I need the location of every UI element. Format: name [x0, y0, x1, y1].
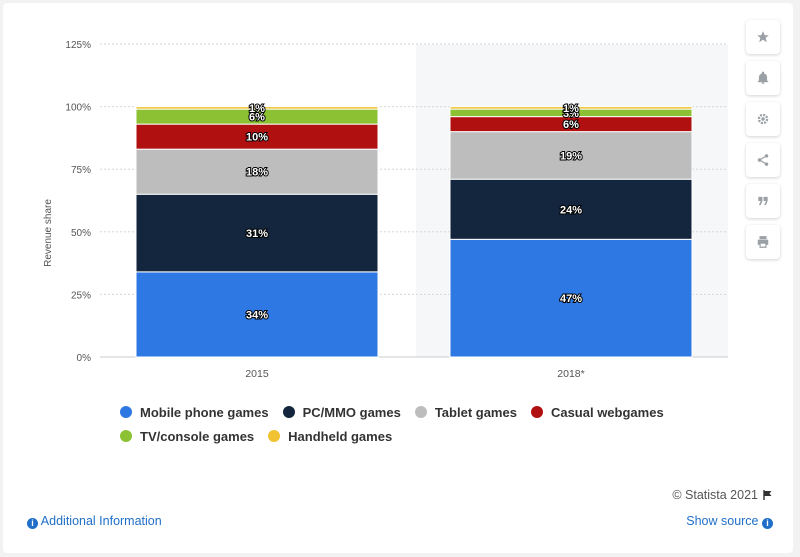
share-button[interactable] — [746, 143, 780, 177]
legend-swatch — [414, 406, 427, 418]
bell-icon — [757, 71, 769, 84]
data-label: 34% — [246, 309, 268, 321]
data-label: 47% — [560, 293, 582, 305]
bar-segment[interactable] — [449, 178, 693, 240]
legend-item[interactable]: Handheld games — [268, 428, 392, 444]
y-tick-label: 100% — [65, 103, 91, 114]
legend-item[interactable]: Tablet games — [414, 404, 517, 420]
bar-segment[interactable] — [135, 106, 379, 110]
y-axis-title: Revenue share — [43, 199, 54, 267]
show-source-label: Show source — [686, 514, 759, 528]
toolbar — [746, 20, 780, 266]
legend-item[interactable]: TV/console games — [120, 428, 254, 444]
legend-label: Tablet games — [434, 404, 517, 420]
legend-swatch — [120, 430, 132, 442]
data-label: 6% — [563, 119, 579, 131]
legend-label: Casual webgames — [550, 404, 664, 420]
additional-information-link[interactable]: i Additional Information — [27, 514, 162, 529]
legend-swatch — [120, 406, 132, 418]
share-icon — [757, 154, 769, 166]
legend-swatch — [268, 430, 281, 442]
cite-button[interactable] — [746, 184, 780, 218]
legend-item[interactable]: PC/MMO games — [282, 404, 401, 420]
data-label: 3% — [563, 108, 579, 120]
legend-item[interactable]: Casual webgames — [530, 404, 664, 420]
star-icon — [757, 31, 769, 43]
data-label: 1% — [563, 103, 579, 115]
data-label: 19% — [560, 150, 582, 162]
info-icon: i — [27, 518, 38, 529]
gear-icon — [757, 113, 769, 125]
stacked-bar-chart: 0%25%50%75%100%125% 34%31%18%10%6%1%2015… — [43, 40, 728, 380]
x-tick-label: 2015 — [245, 368, 269, 380]
flag-icon — [763, 490, 772, 500]
legend-label: TV/console games — [140, 428, 255, 444]
y-tick-label: 25% — [71, 290, 91, 301]
data-label: 18% — [246, 167, 268, 179]
legend-label: Handheld games — [288, 428, 393, 444]
y-tick-label: 0% — [77, 353, 92, 364]
legend-swatch — [282, 406, 295, 418]
y-tick-label: 50% — [71, 228, 91, 239]
print-button[interactable] — [746, 225, 780, 259]
x-tick-label: 2018* — [557, 368, 584, 380]
show-source-link[interactable]: Show source i — [686, 514, 773, 529]
credit-text: © Statista 2021 — [672, 488, 758, 502]
statista-credit[interactable]: © Statista 2021 — [672, 488, 773, 502]
favorite-button[interactable] — [746, 20, 780, 54]
data-label: 10% — [246, 132, 268, 144]
bar-segment[interactable] — [449, 106, 693, 110]
legend: Mobile phone games PC/MMO games Tablet gam… — [120, 404, 680, 452]
data-label: 1% — [249, 103, 265, 115]
bar-segment[interactable] — [135, 123, 379, 150]
legend-item[interactable]: Mobile phone games — [120, 404, 269, 420]
notification-button[interactable] — [746, 61, 780, 95]
bar-segment[interactable] — [449, 238, 693, 358]
y-tick-label: 125% — [65, 40, 91, 51]
info-icon: i — [762, 518, 773, 529]
y-tick-label: 75% — [71, 165, 91, 176]
additional-information-label: Additional Information — [40, 514, 162, 528]
print-icon — [757, 236, 769, 248]
quote-icon — [758, 196, 768, 206]
settings-button[interactable] — [746, 102, 780, 136]
legend-label: Mobile phone games — [140, 404, 269, 420]
legend-swatch — [530, 406, 543, 418]
bar-segment[interactable] — [135, 193, 379, 273]
data-label: 6% — [249, 112, 265, 124]
bar-segment[interactable] — [135, 271, 379, 358]
data-label: 31% — [246, 228, 268, 240]
legend-label: PC/MMO games — [302, 404, 401, 420]
data-label: 24% — [560, 204, 582, 216]
